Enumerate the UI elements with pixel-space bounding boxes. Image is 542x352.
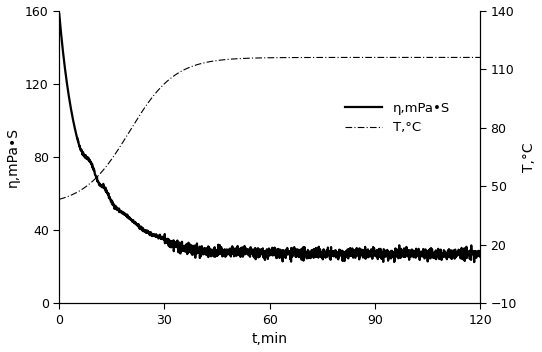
η,mPa•S xyxy=(261,249,267,253)
η,mPa•S xyxy=(464,253,471,257)
X-axis label: t,min: t,min xyxy=(251,332,288,346)
η,mPa•S xyxy=(56,12,62,16)
η,mPa•S xyxy=(477,254,483,258)
η,mPa•S xyxy=(249,251,256,255)
T,°C xyxy=(464,55,471,59)
T,°C xyxy=(388,55,394,59)
T,°C xyxy=(261,56,267,60)
η,mPa•S xyxy=(388,251,394,255)
Y-axis label: η,mPa•S: η,mPa•S xyxy=(5,127,20,187)
η,mPa•S xyxy=(78,147,84,152)
η,mPa•S xyxy=(471,260,478,264)
T,°C xyxy=(56,197,62,201)
Y-axis label: T,°C: T,°C xyxy=(522,142,537,172)
Legend: η,mPa•S, T,°C: η,mPa•S, T,°C xyxy=(343,99,453,137)
T,°C xyxy=(477,55,483,59)
T,°C xyxy=(249,56,256,60)
Line: η,mPa•S: η,mPa•S xyxy=(59,14,480,262)
T,°C xyxy=(464,55,471,59)
η,mPa•S xyxy=(464,251,471,255)
T,°C xyxy=(78,188,84,192)
Line: T,°C: T,°C xyxy=(59,57,480,199)
